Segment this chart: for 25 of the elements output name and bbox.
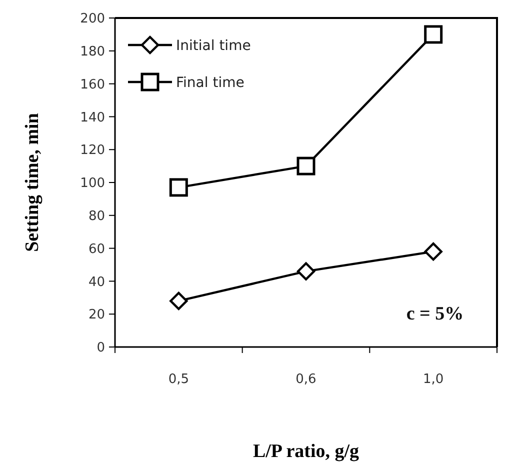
y-tick-label: 180 bbox=[80, 44, 105, 60]
y-tick-label: 60 bbox=[88, 242, 105, 257]
legend-label: Initial time bbox=[176, 38, 251, 54]
legend-label: Final time bbox=[176, 74, 244, 91]
y-tick-label: 200 bbox=[80, 12, 105, 27]
y-tick-label: 20 bbox=[88, 308, 105, 323]
y-axis-title: Setting time, min bbox=[22, 112, 43, 252]
point bbox=[424, 242, 442, 261]
x-tick-label: 0,5 bbox=[168, 372, 190, 387]
y-tick-label: 40 bbox=[88, 274, 105, 290]
point bbox=[296, 262, 316, 280]
point bbox=[424, 25, 443, 44]
annotation: c = 5% bbox=[406, 304, 464, 325]
point bbox=[170, 292, 188, 310]
x-tick-label: 1,0 bbox=[422, 372, 444, 387]
x-tick-label: 0,6 bbox=[296, 372, 316, 387]
y-tick-label: 140 bbox=[80, 110, 105, 126]
y-tick-label: 80 bbox=[88, 208, 105, 224]
y-tick-label: 100 bbox=[80, 176, 105, 192]
x-axis-title: L/P ratio, g/g bbox=[252, 441, 360, 462]
point bbox=[169, 178, 188, 197]
y-tick-label: 160 bbox=[80, 77, 105, 92]
y-tick-label: 0 bbox=[96, 340, 105, 356]
point bbox=[296, 156, 316, 176]
y-tick-label: 120 bbox=[80, 143, 105, 158]
